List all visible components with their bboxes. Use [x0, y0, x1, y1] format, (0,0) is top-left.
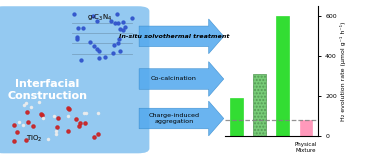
Text: Co-calcination: Co-calcination — [151, 76, 197, 82]
Text: In-situ solvothermal treatment: In-situ solvothermal treatment — [119, 34, 229, 39]
Text: Charge-induced
aggregation: Charge-induced aggregation — [148, 113, 200, 124]
Y-axis label: H₂ evolution rate (μmol g⁻¹ h⁻¹): H₂ evolution rate (μmol g⁻¹ h⁻¹) — [340, 21, 346, 121]
FancyBboxPatch shape — [0, 6, 149, 153]
Text: TiO$_2$: TiO$_2$ — [26, 134, 42, 144]
Bar — [276, 16, 289, 136]
Text: g-C$_3$N$_4$: g-C$_3$N$_4$ — [87, 13, 113, 23]
Bar — [300, 120, 312, 136]
Text: Interfacial
Construction: Interfacial Construction — [7, 79, 87, 101]
Bar — [253, 74, 266, 136]
Polygon shape — [139, 101, 224, 136]
Polygon shape — [139, 62, 224, 96]
FancyBboxPatch shape — [0, 6, 149, 153]
Text: g-C$_3$N$_4$: g-C$_3$N$_4$ — [87, 13, 113, 23]
Polygon shape — [139, 19, 224, 54]
Bar — [230, 98, 243, 136]
Text: Interfacial
Construction: Interfacial Construction — [7, 79, 87, 101]
Text: TiO$_2$: TiO$_2$ — [26, 134, 42, 144]
